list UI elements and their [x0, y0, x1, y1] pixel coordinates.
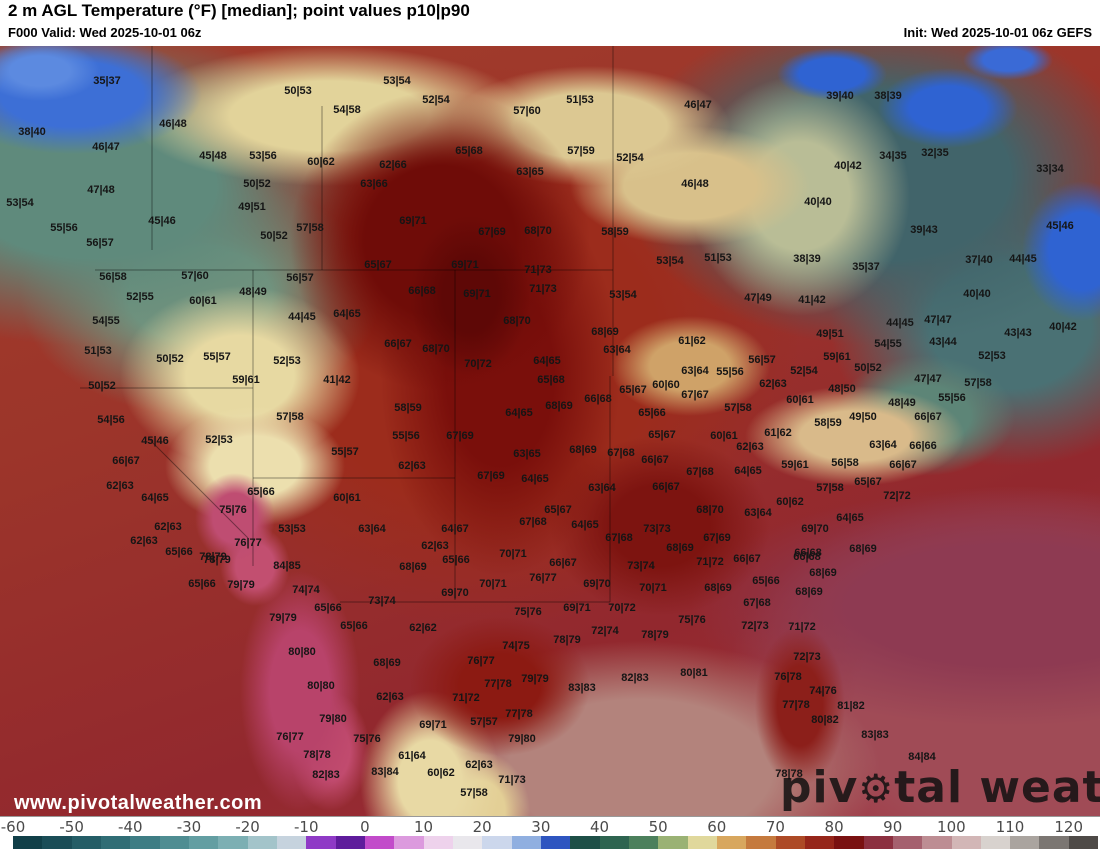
colorbar-segment [1068, 836, 1099, 849]
colorbar-segment [746, 836, 776, 849]
init-time-text: Init: Wed 2025-10-01 06z GEFS [903, 25, 1092, 40]
colorbar-segment [951, 836, 981, 849]
colorbar-segment [658, 836, 688, 849]
colorbar-segment [863, 836, 893, 849]
colorbar-segment [276, 836, 307, 849]
watermark-logo: piv⚙tal weather [780, 762, 1100, 813]
colorbar-segment [306, 836, 336, 849]
colorbar [13, 836, 1099, 849]
colorbar-segment [394, 836, 424, 849]
colorbar-segment [364, 836, 395, 849]
colorbar-segment [1010, 836, 1040, 849]
colorbar-tick: 30 [531, 818, 551, 836]
page-title: 2 m AGL Temperature (°F) [median]; point… [8, 1, 470, 20]
colorbar-segment [511, 836, 541, 849]
colorbar-segment [599, 836, 629, 849]
colorbar-tick: 110 [995, 818, 1025, 836]
colorbar-segment [804, 836, 835, 849]
colorbar-segment [482, 836, 512, 849]
colorbar-segment [71, 836, 101, 849]
colorbar-tick: -10 [293, 818, 319, 836]
colorbar-segment [540, 836, 571, 849]
colorbar-segment [922, 836, 952, 849]
colorbar-segment [159, 836, 189, 849]
watermark-logo-right: tal weather [894, 762, 1100, 813]
colorbar-segment [980, 836, 1011, 849]
colorbar-tick: 40 [589, 818, 610, 836]
watermark-logo-left: piv [780, 762, 859, 813]
colorbar-tick: 0 [360, 818, 370, 836]
colorbar-segment [1039, 836, 1069, 849]
colorbar-segment [13, 836, 43, 849]
colorbar-tick: 10 [413, 818, 434, 836]
colorbar-tick: -50 [59, 818, 84, 836]
watermark-url: www.pivotalweather.com [14, 792, 263, 814]
colorbar-tick: 80 [824, 818, 844, 836]
colorbar-segment [42, 836, 72, 849]
colorbar-tick: 100 [937, 818, 966, 836]
header: 2 m AGL Temperature (°F) [median]; point… [0, 0, 1100, 46]
colorbar-tick: -20 [235, 818, 260, 836]
colorbar-tick: 50 [648, 818, 668, 836]
colorbar-tick: 60 [707, 818, 727, 836]
colorbar-segment [130, 836, 160, 849]
colorbar-footer: -60 -50 -40 -30 -20 -10 0 10 20 30 40 50 60 70 80 90 100… [0, 816, 1100, 850]
colorbar-tick: 120 [1054, 818, 1083, 836]
colorbar-ticks: -60 -50 -40 -30 -20 -10 0 10 20 30 40 50 60 70 80 90 100… [0, 817, 1100, 836]
state-borders-overlay [80, 46, 614, 603]
colorbar-tick: -30 [176, 818, 202, 836]
colorbar-tick: 20 [472, 818, 492, 836]
valid-time-text: F000 Valid: Wed 2025-10-01 06z [8, 25, 202, 40]
gear-icon: ⚙ [858, 767, 895, 812]
colorbar-segment [218, 836, 248, 849]
colorbar-segment [892, 836, 923, 849]
colorbar-segment [452, 836, 483, 849]
colorbar-tick: 70 [765, 818, 785, 836]
colorbar-segment [687, 836, 717, 849]
colorbar-segment [570, 836, 600, 849]
colorbar-tick: 90 [883, 818, 903, 836]
colorbar-segment [423, 836, 453, 849]
colorbar-segment [100, 836, 131, 849]
colorbar-tick: -60 [0, 818, 26, 836]
colorbar-segment [716, 836, 747, 849]
colorbar-segment [335, 836, 365, 849]
colorbar-segment [188, 836, 219, 849]
colorbar-tick: -40 [118, 818, 143, 836]
colorbar-segment [834, 836, 864, 849]
colorbar-segment [628, 836, 659, 849]
colorbar-segment [775, 836, 805, 849]
colorbar-segment [247, 836, 277, 849]
map-canvas [0, 46, 1100, 816]
